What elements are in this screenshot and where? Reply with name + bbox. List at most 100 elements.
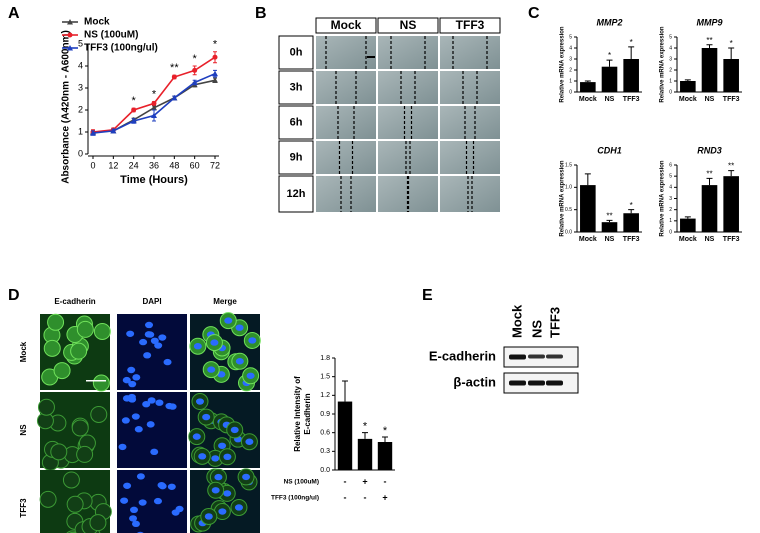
condition-mark: - xyxy=(384,476,387,486)
significance: ** xyxy=(728,162,734,171)
cell-membrane xyxy=(39,490,57,508)
y-tick-label: 0 xyxy=(669,229,672,235)
row-header-box xyxy=(278,175,314,213)
row-header: 9h xyxy=(290,151,303,163)
nucleus xyxy=(245,438,254,445)
chart-title: MMP2 xyxy=(596,17,622,27)
nucleus xyxy=(132,374,141,381)
condition-label: NS (100uM) xyxy=(284,479,319,486)
significance: ** xyxy=(706,36,712,45)
y-tick-label: 5 xyxy=(669,34,672,40)
nucleus xyxy=(127,366,136,374)
y-tick-label: 2 xyxy=(669,207,672,213)
nucleus xyxy=(158,334,167,341)
bar xyxy=(680,81,696,92)
nucleus xyxy=(146,331,155,338)
micrograph xyxy=(316,176,376,212)
y-tick-label: 1.5 xyxy=(320,374,330,381)
x-axis-label: Time (Hours) xyxy=(120,174,188,186)
nucleus xyxy=(167,483,176,490)
error-bar xyxy=(706,177,713,186)
y-tick-label: 0 xyxy=(78,148,83,158)
error-bar xyxy=(584,80,591,83)
bar xyxy=(623,213,639,232)
y-tick-label: 1 xyxy=(569,78,572,84)
micrograph xyxy=(440,176,500,212)
nucleus xyxy=(150,337,159,345)
nucleus xyxy=(242,473,251,481)
lane-label: TFF3 xyxy=(547,307,562,338)
marker xyxy=(212,77,218,83)
image-header: Merge xyxy=(213,297,237,306)
significance: * xyxy=(630,201,633,210)
cell-membrane xyxy=(90,405,108,423)
column-header-box xyxy=(315,17,377,34)
panel-label: E xyxy=(422,287,433,304)
error-bar xyxy=(606,59,613,67)
y-tick-label: 1 xyxy=(78,126,83,136)
y-axis-label: Relative mRNA expression xyxy=(660,160,666,236)
significance: * xyxy=(363,421,368,433)
significance: * xyxy=(730,39,733,48)
bar xyxy=(601,66,618,92)
column-header: NS xyxy=(400,18,417,32)
column-header: Mock xyxy=(331,18,362,32)
x-tick-label: Mock xyxy=(579,236,597,243)
x-tick-label: TFF3 xyxy=(623,236,640,243)
y-tick-label: 5 xyxy=(669,173,672,179)
error-bar xyxy=(728,47,735,59)
legend-label: TFF3 (100ng/ul) xyxy=(84,43,158,54)
nucleus xyxy=(204,513,213,520)
chart-title: RND3 xyxy=(697,145,722,155)
marker xyxy=(90,130,96,136)
condition-mark: - xyxy=(344,492,347,502)
micrograph xyxy=(316,36,376,69)
x-tick-label: Mock xyxy=(679,96,697,103)
x-tick-label: NS xyxy=(705,236,715,243)
x-tick-label: TFF3 xyxy=(723,236,740,243)
lane-label: Mock xyxy=(509,304,524,338)
marker xyxy=(67,32,73,38)
y-tick-label: 0.0 xyxy=(320,467,330,474)
column-header: TFF3 xyxy=(456,18,485,32)
y-tick-label: 3 xyxy=(669,56,672,62)
bar xyxy=(357,438,373,470)
cell-membrane xyxy=(47,313,65,331)
y-tick-label: 0.0 xyxy=(565,229,572,235)
micrograph xyxy=(316,141,376,174)
nucleus xyxy=(211,455,220,462)
error-bar xyxy=(684,79,691,81)
row-header-box xyxy=(278,70,314,105)
significance: * xyxy=(213,39,218,51)
bar xyxy=(723,59,739,92)
bar xyxy=(601,222,618,232)
x-tick-label: Mock xyxy=(679,236,697,243)
blot-row-label: β-actin xyxy=(453,374,496,389)
nucleus xyxy=(131,413,140,420)
nucleus xyxy=(218,442,227,449)
error-bar xyxy=(584,173,591,186)
x-tick-label: NS xyxy=(605,236,615,243)
nucleus xyxy=(192,433,201,440)
error-bar xyxy=(342,380,348,402)
x-tick-label: 12 xyxy=(108,160,118,170)
x-tick-label: TFF3 xyxy=(723,96,740,103)
panel-label: D xyxy=(8,287,20,304)
x-tick-label: NS xyxy=(705,96,715,103)
legend-label: NS (100uM) xyxy=(84,30,138,41)
y-axis-label: Relative mRNA expression xyxy=(660,26,666,102)
lane-label: NS xyxy=(529,320,544,338)
nucleus xyxy=(138,499,147,506)
error-bar xyxy=(362,432,368,439)
y-tick-label: 0.6 xyxy=(320,430,330,437)
image-header: DAPI xyxy=(142,297,161,306)
panel-label: C xyxy=(528,5,540,22)
nucleus xyxy=(207,366,216,373)
condition-mark: + xyxy=(362,476,367,486)
significance: ** xyxy=(606,211,612,220)
cell-membrane xyxy=(76,320,94,338)
image-row-label: TFF3 xyxy=(19,498,28,518)
micrograph xyxy=(316,106,376,139)
y-axis-label: Relative Intensity ofE-cadherin xyxy=(293,376,312,452)
